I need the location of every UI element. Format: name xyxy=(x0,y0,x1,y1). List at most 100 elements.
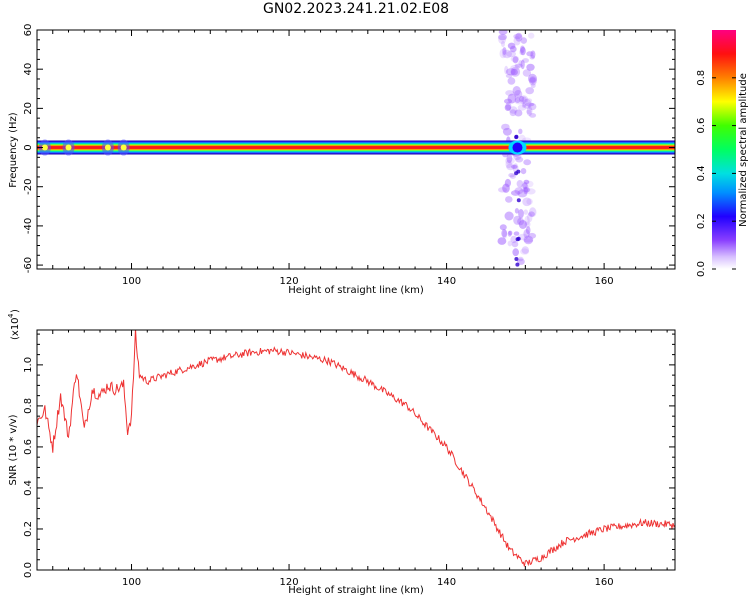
left-blob-core xyxy=(65,144,72,151)
colorbar-tick-label: 0.0 xyxy=(696,261,707,277)
scatter-blob xyxy=(513,215,522,225)
scatter-blob xyxy=(518,60,523,66)
scatter-blob xyxy=(511,164,518,169)
scatter-blob xyxy=(511,241,519,248)
scatter-blob xyxy=(523,238,533,243)
scatter-blob xyxy=(525,226,531,235)
scatter-blob xyxy=(523,186,530,193)
scatter-blob xyxy=(514,187,524,195)
scatter-blob xyxy=(513,36,521,46)
scatter-blob xyxy=(513,33,522,40)
scatter-blob xyxy=(514,109,523,117)
scatter-blob xyxy=(513,231,520,236)
scatter-blob xyxy=(501,123,510,131)
scatter-blob xyxy=(505,90,515,96)
scatter-blob xyxy=(522,197,532,207)
scatter-blob xyxy=(525,102,535,107)
scatter-blob xyxy=(514,63,523,68)
scatter-blob xyxy=(522,98,532,109)
scatter-blob xyxy=(521,103,526,108)
scatter-blob xyxy=(498,35,507,44)
y-tick-label: 0.8 xyxy=(23,398,34,414)
scatter-blob xyxy=(515,32,523,42)
scatter-blob xyxy=(523,209,529,215)
scatter-blob xyxy=(526,198,533,205)
scatter-peak xyxy=(515,237,520,242)
scatter-blob xyxy=(499,224,507,231)
scatter-blob xyxy=(504,98,512,104)
x-tick-label: 120 xyxy=(280,276,299,287)
scatter-blob xyxy=(526,109,532,115)
scatter-blob xyxy=(526,106,533,116)
scatter-blob xyxy=(507,240,513,247)
scatter-blob xyxy=(512,248,519,257)
scatter-blob xyxy=(526,51,534,57)
scatter-blob xyxy=(524,98,533,103)
scatter-blob xyxy=(523,229,530,239)
scatter-blob xyxy=(530,83,536,89)
scatter-blob xyxy=(510,235,518,244)
spectrogram-content xyxy=(37,30,675,267)
scatter-blob xyxy=(520,37,527,44)
scatter-blob xyxy=(509,174,516,180)
scatter-blob xyxy=(498,33,507,41)
scatter-blob xyxy=(527,232,537,239)
colorbar-ticks: 0.0 0.2 0.4 0.6 0.8 xyxy=(696,70,736,277)
y-tick-label: 0.6 xyxy=(23,439,34,455)
scatter-blob xyxy=(514,97,521,103)
scatter-blob xyxy=(504,104,512,111)
colorbar-tick-label: 0.4 xyxy=(696,165,707,181)
snr-ticks: 100 120 140 160 0.0 0.2 0.4 0.6 0.8 1.0 xyxy=(23,330,675,588)
left-blob-core xyxy=(120,144,127,151)
scatter-blob xyxy=(520,46,526,56)
scatter-blob xyxy=(507,230,512,237)
snr-panel: 100 120 140 160 0.0 0.2 0.4 0.6 0.8 1.0 Height of… xyxy=(7,309,676,596)
x-tick-label: 140 xyxy=(437,276,456,287)
scatter-blob xyxy=(518,220,528,229)
scatter-blob xyxy=(521,96,527,104)
scatter-blob xyxy=(505,73,513,78)
scatter-blob xyxy=(505,157,515,165)
scatter-blob xyxy=(502,47,507,56)
y-tick-label: -40 xyxy=(23,218,34,234)
x-tick-label: 100 xyxy=(122,276,141,287)
x-tick-label: 120 xyxy=(280,577,299,588)
scatter-blob xyxy=(528,73,537,84)
scatter-blob xyxy=(504,211,514,221)
scatter-blob xyxy=(518,128,523,135)
scatter-blob xyxy=(517,104,527,111)
scatter-blob xyxy=(519,95,529,105)
scatter-blob xyxy=(523,159,532,166)
spectrogram-panel: 100 120 140 160 60 40 20 0 -20 -40 -60 Height of s… xyxy=(8,24,676,296)
colorbar-label: Normalized spectral amplitude xyxy=(738,73,749,227)
scatter-blob xyxy=(530,50,536,59)
y-tick-label: 0.2 xyxy=(23,521,34,537)
scatter-blob xyxy=(509,109,517,117)
snr-scale-exponent: 4 xyxy=(7,313,15,318)
y-tick-label: 0.0 xyxy=(23,562,34,578)
scatter-blob xyxy=(528,211,535,217)
snr-series-line xyxy=(37,330,675,567)
band-gap-inner xyxy=(512,142,523,153)
scatter-peak xyxy=(514,135,519,140)
scatter-peak xyxy=(514,257,519,261)
y-tick-label: 20 xyxy=(23,102,34,115)
scatter-blob xyxy=(506,153,513,164)
scatter-blob xyxy=(528,76,537,86)
left-blob-core xyxy=(41,144,48,151)
scatter-blob xyxy=(525,87,534,95)
scatter-blob xyxy=(499,48,507,59)
colorbar-tick-label: 0.8 xyxy=(696,70,707,86)
y-tick-label: 40 xyxy=(23,63,34,76)
colorbar: 0.0 0.2 0.4 0.6 0.8 Normalized spectral ampl… xyxy=(696,30,749,277)
scatter-blob xyxy=(510,68,518,76)
scatter-blob xyxy=(520,168,527,175)
scatter-blob xyxy=(524,221,531,228)
snr-xlabel: Height of straight line (km) xyxy=(288,585,424,596)
scatter-blob xyxy=(512,56,519,64)
scatter-blob xyxy=(498,30,508,35)
scatter-blob xyxy=(514,90,523,99)
scatter-blob xyxy=(508,230,513,236)
y-tick-label: 0 xyxy=(23,144,34,150)
